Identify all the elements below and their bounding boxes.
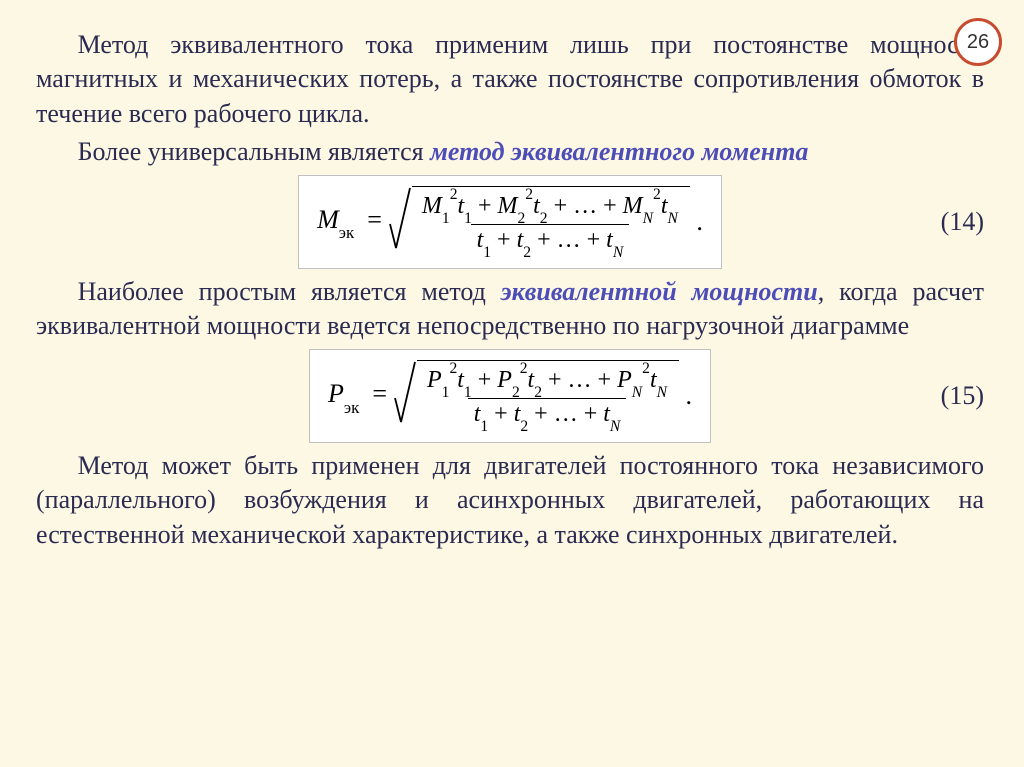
- formula-15-box: Pэк = P12t1 + P22t2 + … + PN2tN: [309, 349, 711, 443]
- f14-lhs-sub: эк: [339, 223, 354, 242]
- paragraph-3: Наиболее простым является метод эквивале…: [36, 275, 984, 344]
- eqnum-14: (14): [941, 207, 984, 237]
- paragraph-1: Метод эквивалентного тока применим лишь …: [36, 28, 984, 131]
- page-number: 26: [967, 31, 989, 54]
- formula-15: Pэк = P12t1 + P22t2 + … + PN2tN: [328, 360, 692, 432]
- formula-14-box: Mэк = M12t1 + M22t2 + … + MN2tN: [298, 175, 722, 269]
- f15-lhs-var: P: [328, 379, 344, 408]
- f14-lhs-var: M: [317, 205, 339, 234]
- f15-lhs-sub: эк: [344, 398, 359, 417]
- formula-14-row: Mэк = M12t1 + M22t2 + … + MN2tN: [36, 175, 984, 269]
- paragraph-4: Метод может быть применен для двигателей…: [36, 449, 984, 552]
- formula-14: Mэк = M12t1 + M22t2 + … + MN2tN: [317, 186, 703, 258]
- radical-icon: [388, 186, 412, 256]
- page-content: Метод эквивалентного тока применим лишь …: [0, 0, 1024, 576]
- p3-lead: Наиболее простым является метод: [78, 277, 501, 306]
- p2-lead: Более универсальным является: [78, 137, 430, 166]
- page-number-badge: 26: [954, 18, 1002, 66]
- radical-icon: [393, 360, 417, 430]
- formula-15-row: Pэк = P12t1 + P22t2 + … + PN2tN: [36, 349, 984, 443]
- eqnum-15: (15): [941, 381, 984, 411]
- p2-emph: метод эквивалентного момента: [430, 137, 808, 166]
- p3-emph: эквивалентной мощности: [501, 277, 818, 306]
- paragraph-2: Более универсальным является метод эквив…: [36, 135, 984, 169]
